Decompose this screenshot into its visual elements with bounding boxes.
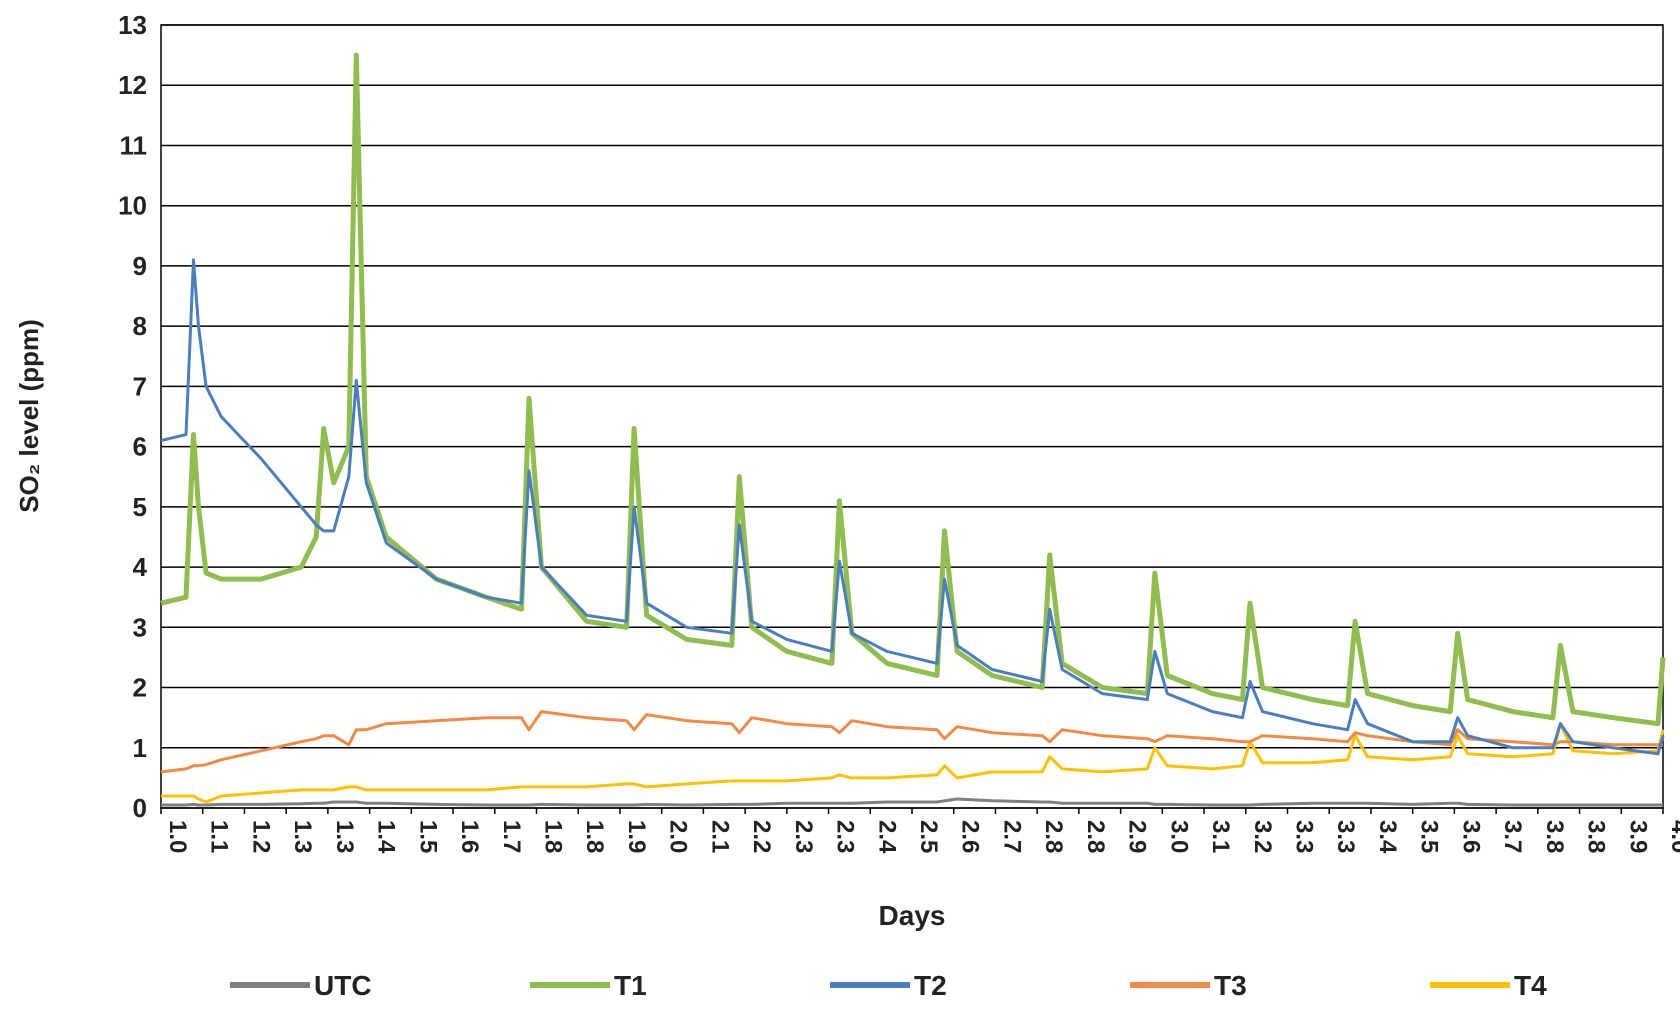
y-tick-label: 4 [133,552,148,582]
x-tick-label: 2.9 [1124,820,1151,853]
x-tick-label: 1.3 [289,820,316,853]
x-tick-label: 1.7 [498,820,525,853]
x-tick-label: 2.6 [957,820,984,853]
y-tick-label: 8 [133,311,147,341]
series-line [161,722,1665,804]
y-tick-label: 3 [133,612,147,642]
x-tick-label: 3.6 [1457,820,1484,853]
x-tick-label: 3.7 [1499,820,1526,853]
x-tick-label: 1.4 [373,820,400,854]
y-tick-label: 7 [133,371,147,401]
x-tick-label: 4.0 [1666,820,1680,853]
y-tick-label: 11 [120,130,148,160]
x-tick-label: 1.6 [456,820,483,853]
x-tick-label: 1.8 [581,820,608,853]
y-tick-label: 6 [133,432,147,462]
x-tick-label: 2.4 [873,820,900,854]
legend-label: T3 [1214,970,1247,1001]
x-tick-label: 2.7 [998,820,1025,853]
x-tick-label: 2.2 [748,820,775,853]
x-tick-label: 1.8 [540,820,567,853]
legend-label: T4 [1514,970,1547,1001]
y-tick-label: 13 [118,10,147,40]
series-line [160,710,1663,774]
y-tick-label: 9 [133,251,147,281]
legend-label: T1 [614,970,647,1001]
plot-area [160,24,1664,809]
x-tick-label: 2.5 [915,820,942,853]
y-tick-label: 12 [118,70,147,100]
x-tick-label: 1.3 [331,820,358,853]
x-tick-label: 3.3 [1291,820,1318,853]
y-tick-label: 2 [133,673,147,703]
x-tick-label: 1.0 [164,820,191,853]
y-axis-title: SO₂ level (ppm) [14,319,44,513]
x-tick-label: 1.5 [414,820,441,853]
series-line [160,258,1665,756]
x-tick-label: 3.3 [1332,820,1359,853]
y-tick-label: 0 [133,793,147,823]
x-tick-label: 3.8 [1541,820,1568,853]
x-tick-label: 3.2 [1249,820,1276,853]
legend-label: UTC [314,970,372,1001]
x-tick-label: 3.5 [1416,820,1443,853]
x-tick-label: 1.9 [623,820,650,853]
x-tick-label: 3.0 [1165,820,1192,853]
x-tick-label: 2.0 [665,820,692,853]
x-tick-label: 3.1 [1207,820,1234,853]
x-tick-label: 1.2 [247,820,274,853]
x-tick-label: 3.9 [1624,820,1651,853]
legend-label: T2 [914,970,947,1001]
x-tick-label: 2.3 [790,820,817,853]
x-tick-label: 1.1 [206,820,233,853]
x-tick-label: 2.8 [1040,820,1067,853]
x-tick-label: 2.8 [1082,820,1109,853]
x-tick-label: 2.3 [832,820,859,853]
y-tick-label: 5 [133,492,147,522]
y-tick-label: 10 [118,191,147,221]
x-tick-label: 3.8 [1583,820,1610,853]
x-tick-label: 2.1 [706,820,733,853]
x-axis-title: Days [879,900,946,931]
y-tick-label: 1 [133,733,147,763]
x-tick-label: 3.4 [1374,820,1401,854]
series-line [161,797,1663,807]
